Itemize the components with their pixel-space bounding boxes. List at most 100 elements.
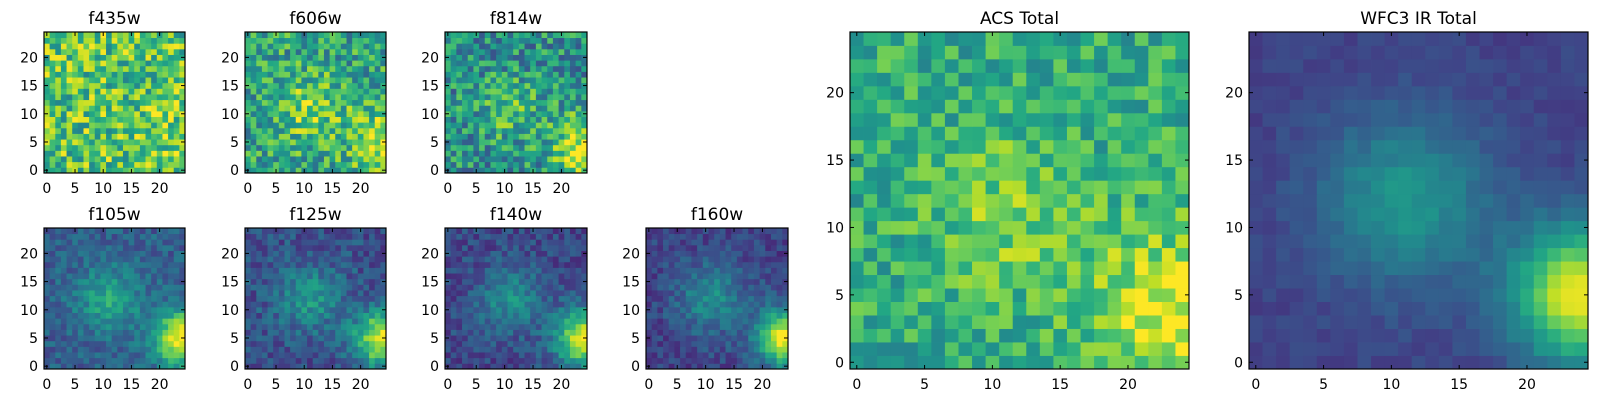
heatmap-cell bbox=[83, 323, 90, 330]
heatmap-cell bbox=[145, 161, 152, 168]
heatmap-cell bbox=[335, 273, 342, 280]
heatmap-cell bbox=[145, 105, 152, 112]
heatmap-cell bbox=[725, 233, 732, 240]
heatmap-cell bbox=[369, 233, 376, 240]
heatmap-cell bbox=[657, 357, 664, 364]
heatmap-cell bbox=[77, 233, 84, 240]
heatmap-cell bbox=[357, 295, 364, 302]
heatmap-cell bbox=[122, 167, 129, 174]
heatmap-cell bbox=[100, 239, 107, 246]
heatmap-cell bbox=[72, 261, 79, 268]
heatmap-cell bbox=[484, 312, 491, 319]
heatmap-cell bbox=[346, 352, 353, 359]
heatmap-cell bbox=[261, 312, 268, 319]
heatmap-cell bbox=[256, 346, 263, 353]
heatmap-cell bbox=[513, 150, 520, 157]
heatmap-cell bbox=[736, 290, 743, 297]
heatmap-cell bbox=[765, 346, 772, 353]
heatmap-cell bbox=[168, 48, 175, 55]
heatmap-cell bbox=[301, 144, 308, 151]
heatmap-cell bbox=[501, 295, 508, 302]
heatmap-cell bbox=[357, 37, 364, 44]
heatmap-cell bbox=[719, 323, 726, 330]
heatmap-cell bbox=[357, 144, 364, 151]
heatmap-cell bbox=[117, 110, 124, 117]
heatmap-cell bbox=[456, 228, 463, 235]
heatmap-cell bbox=[450, 363, 457, 370]
heatmap-cell bbox=[1012, 315, 1027, 329]
heatmap-cell bbox=[462, 54, 469, 61]
heatmap-cell bbox=[714, 244, 721, 251]
heatmap-cell bbox=[162, 250, 169, 257]
heatmap-cell bbox=[156, 244, 163, 251]
heatmap-cell bbox=[702, 346, 709, 353]
heatmap-cell bbox=[357, 278, 364, 285]
heatmap-cell bbox=[484, 357, 491, 364]
heatmap-cell bbox=[742, 284, 749, 291]
heatmap-cell bbox=[496, 99, 503, 106]
heatmap-cell bbox=[340, 244, 347, 251]
heatmap-cell bbox=[256, 133, 263, 140]
heatmap-cell bbox=[369, 82, 376, 89]
heatmap-cell bbox=[340, 156, 347, 163]
heatmap-cell bbox=[484, 228, 491, 235]
heatmap-cell bbox=[456, 161, 463, 168]
heatmap-cell bbox=[530, 284, 537, 291]
axes-frame bbox=[43, 227, 186, 370]
heatmap-cell bbox=[697, 363, 704, 370]
heatmap-cell bbox=[558, 37, 565, 44]
heatmap-cell bbox=[100, 340, 107, 347]
heatmap-cell bbox=[335, 239, 342, 246]
heatmap-cell bbox=[958, 234, 973, 249]
heatmap-cell bbox=[501, 244, 508, 251]
heatmap-cell bbox=[106, 127, 113, 134]
panel-title: f105w bbox=[88, 205, 140, 225]
heatmap-cell bbox=[128, 318, 135, 325]
heatmap-cell bbox=[456, 239, 463, 246]
heatmap-cell bbox=[179, 301, 186, 308]
heatmap-cell bbox=[736, 244, 743, 251]
heatmap-cell bbox=[77, 352, 84, 359]
heatmap-cell bbox=[340, 346, 347, 353]
heatmap-cell bbox=[569, 273, 577, 280]
heatmap-cell bbox=[569, 48, 577, 55]
heatmap-cell bbox=[668, 323, 675, 330]
heatmap-cell bbox=[1161, 180, 1176, 195]
heatmap-cell bbox=[708, 244, 715, 251]
heatmap-cell bbox=[1161, 315, 1176, 329]
heatmap-cell bbox=[776, 278, 783, 285]
heatmap-cell bbox=[1161, 274, 1176, 289]
heatmap-cell bbox=[256, 323, 263, 330]
heatmap-cell bbox=[145, 144, 152, 151]
heatmap-cell bbox=[66, 94, 73, 101]
heatmap-cell bbox=[581, 156, 588, 163]
heatmap-cell bbox=[445, 77, 452, 84]
heatmap-cell bbox=[139, 267, 146, 274]
heatmap-cell bbox=[156, 122, 163, 129]
heatmap-cell bbox=[581, 329, 588, 336]
heatmap-cell bbox=[668, 261, 675, 268]
heatmap-cell bbox=[507, 340, 514, 347]
heatmap-cell bbox=[369, 43, 376, 50]
heatmap-cell bbox=[278, 357, 285, 364]
heatmap-cell bbox=[507, 110, 514, 117]
heatmap-cell bbox=[106, 278, 113, 285]
heatmap-cell bbox=[575, 127, 582, 134]
heatmap-cell bbox=[134, 261, 141, 268]
heatmap-cell bbox=[479, 312, 486, 319]
heatmap-cell bbox=[462, 323, 469, 330]
heatmap-cell bbox=[250, 278, 257, 285]
heatmap-cell bbox=[490, 290, 497, 297]
heatmap-cell bbox=[467, 71, 474, 78]
heatmap-cell bbox=[83, 295, 90, 302]
heatmap-cell bbox=[663, 340, 670, 347]
heatmap-cell bbox=[1066, 247, 1081, 262]
heatmap-cell bbox=[89, 65, 96, 72]
heatmap-cell bbox=[541, 363, 548, 370]
heatmap-cell bbox=[569, 110, 577, 117]
heatmap-cell bbox=[335, 278, 342, 285]
heatmap-cell bbox=[547, 250, 554, 257]
heatmap-cell bbox=[850, 180, 864, 195]
heatmap-cell bbox=[450, 77, 457, 84]
heatmap-cell bbox=[267, 127, 274, 134]
